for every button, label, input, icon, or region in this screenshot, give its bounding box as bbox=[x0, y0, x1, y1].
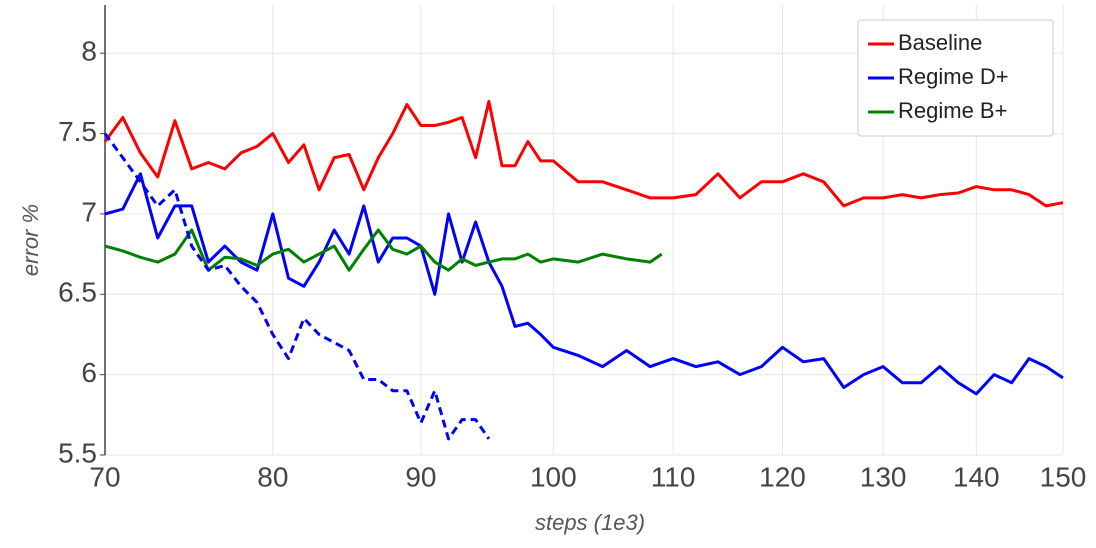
y-axis-label: error % bbox=[18, 204, 43, 276]
x-tick-label: 70 bbox=[89, 461, 120, 492]
x-tick-label: 130 bbox=[860, 461, 907, 492]
y-tick-label: 5.5 bbox=[58, 437, 97, 468]
legend-label: Regime D+ bbox=[898, 64, 1009, 89]
y-tick-label: 6.5 bbox=[58, 277, 97, 308]
y-tick-label: 8 bbox=[81, 36, 97, 67]
legend-box bbox=[857, 19, 1054, 137]
legend: Baseline Regime D+ Regime B+ bbox=[857, 19, 1054, 137]
x-axis-label: steps (1e3) bbox=[535, 510, 645, 535]
x-tick-label: 100 bbox=[530, 461, 577, 492]
y-tick-label: 7 bbox=[81, 196, 97, 227]
legend-label: Regime B+ bbox=[898, 98, 1007, 123]
x-tick-label: 90 bbox=[405, 461, 436, 492]
series-line bbox=[103, 99, 1064, 208]
x-tick-label: 150 bbox=[1040, 461, 1087, 492]
x-tick-label: 140 bbox=[953, 461, 1000, 492]
grid bbox=[104, 5, 1064, 456]
y-tick-label: 6 bbox=[81, 357, 97, 388]
x-tick-label: 110 bbox=[651, 461, 696, 492]
legend-label: Baseline bbox=[898, 30, 982, 55]
x-tick-label: 80 bbox=[257, 461, 288, 492]
x-tick-label: 120 bbox=[759, 461, 806, 492]
y-tick-label: 7.5 bbox=[58, 116, 97, 147]
series-line bbox=[103, 132, 491, 441]
series-line bbox=[104, 172, 1064, 396]
series-line bbox=[104, 228, 663, 272]
